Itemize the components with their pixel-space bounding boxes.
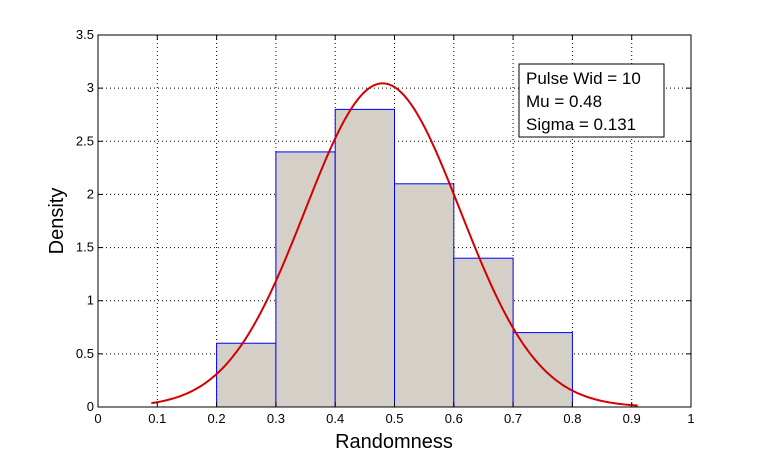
y-tick-label: 3.5 [76,27,94,42]
y-tick-label: 2 [87,186,94,201]
histogram-bar [334,108,396,408]
y-tick-label: 3 [87,80,94,95]
axis-ticks [97,34,692,408]
normal-fit-curve [151,82,638,407]
x-axis-title: Randomness [335,431,453,453]
y-tick-label: 0 [87,399,94,414]
x-tick-labels: 0 0.1 0.2 0.3 0.4 0.5 0.6 0.7 0.8 0.9 1 [94,411,694,426]
x-tick-label: 0.5 [385,411,403,426]
x-tick-label: 0.2 [208,411,226,426]
x-tick-label: 0.8 [563,411,581,426]
x-tick-label: 0.6 [445,411,463,426]
y-tick-label: 1.5 [76,240,94,255]
histogram-bar [216,342,277,408]
legend-frame [518,63,665,138]
x-tick-label: 0 [94,411,101,426]
x-tick-label: 0.7 [504,411,522,426]
y-tick-label: 0.5 [76,346,94,361]
legend-line-pulse-width: Pulse Wid = 10 [526,69,641,88]
y-tick-label: 2.5 [76,133,94,148]
histogram-bar [275,151,336,408]
x-tick-label: 1 [687,411,694,426]
histogram-bar [394,183,455,408]
y-tick-label: 1 [87,293,94,308]
y-axis-title: Density [46,188,68,255]
legend-line-mu: Mu = 0.48 [526,92,602,111]
x-tick-label: 0.4 [326,411,344,426]
legend-line-sigma: Sigma = 0.131 [526,115,636,134]
x-tick-label: 0.3 [267,411,285,426]
histogram-bar [453,257,514,408]
y-tick-labels: 0 0.5 1 1.5 2 2.5 3 3.5 [76,27,94,414]
legend-box: Pulse Wid = 10 Mu = 0.48 Sigma = 0.131 [518,63,665,138]
x-tick-label: 0.9 [623,411,641,426]
x-tick-label: 0.1 [148,411,166,426]
